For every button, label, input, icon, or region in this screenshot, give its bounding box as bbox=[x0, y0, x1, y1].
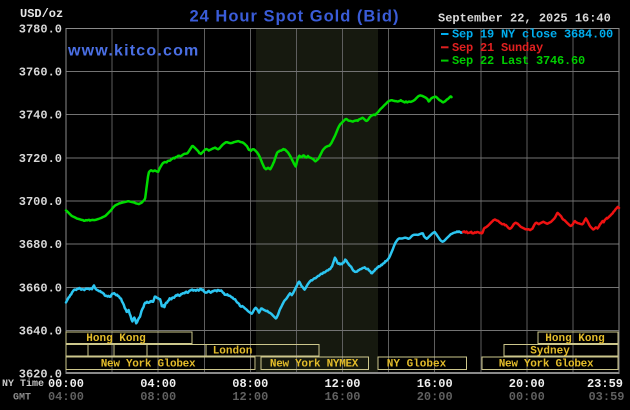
svg-text:USD/oz: USD/oz bbox=[20, 7, 63, 21]
svg-text:Sep 22 Last 3746.60: Sep 22 Last 3746.60 bbox=[452, 54, 585, 68]
svg-text:12:00: 12:00 bbox=[232, 390, 268, 404]
svg-text:3700.0: 3700.0 bbox=[19, 195, 62, 209]
svg-text:04:00: 04:00 bbox=[140, 377, 176, 391]
svg-text:London: London bbox=[213, 346, 253, 358]
svg-text:GMT: GMT bbox=[13, 393, 31, 404]
svg-text:3780.0: 3780.0 bbox=[19, 23, 62, 37]
svg-text:12:00: 12:00 bbox=[324, 377, 360, 391]
svg-text:20:00: 20:00 bbox=[417, 390, 453, 404]
svg-text:September 22, 2025 16:40: September 22, 2025 16:40 bbox=[438, 12, 611, 26]
svg-text:3660.0: 3660.0 bbox=[19, 281, 62, 295]
svg-text:23:59: 23:59 bbox=[587, 377, 623, 391]
svg-text:00:00: 00:00 bbox=[509, 390, 545, 404]
svg-text:3640.0: 3640.0 bbox=[19, 325, 62, 339]
svg-text:New York NYMEX: New York NYMEX bbox=[270, 359, 359, 371]
svg-text:24 Hour Spot Gold (Bid): 24 Hour Spot Gold (Bid) bbox=[190, 8, 400, 26]
svg-text:New York Globex: New York Globex bbox=[101, 359, 196, 371]
svg-text:3680.0: 3680.0 bbox=[19, 238, 62, 252]
svg-text:Hong Kong: Hong Kong bbox=[545, 333, 604, 345]
svg-text:16:00: 16:00 bbox=[417, 377, 453, 391]
svg-text:3740.0: 3740.0 bbox=[19, 109, 62, 123]
svg-text:08:00: 08:00 bbox=[140, 390, 176, 404]
svg-text:3760.0: 3760.0 bbox=[19, 66, 62, 80]
svg-text:08:00: 08:00 bbox=[232, 377, 268, 391]
svg-text:Hong Kong: Hong Kong bbox=[86, 333, 145, 345]
svg-text:00:00: 00:00 bbox=[48, 377, 84, 391]
svg-text:3620.0: 3620.0 bbox=[19, 368, 62, 382]
svg-text:04:00: 04:00 bbox=[48, 390, 84, 404]
svg-text:16:00: 16:00 bbox=[324, 390, 360, 404]
svg-text:Sydney: Sydney bbox=[530, 346, 570, 358]
svg-text:20:00: 20:00 bbox=[509, 377, 545, 391]
svg-text:Sep 21 Sunday: Sep 21 Sunday bbox=[452, 41, 543, 55]
svg-text:Sep 19 NY close 3684.00: Sep 19 NY close 3684.00 bbox=[452, 28, 613, 42]
svg-text:NY Globex: NY Globex bbox=[387, 359, 447, 371]
svg-text:3720.0: 3720.0 bbox=[19, 152, 62, 166]
svg-text:New York Globex: New York Globex bbox=[499, 359, 594, 371]
svg-text:03:59: 03:59 bbox=[588, 390, 624, 404]
svg-text:NY Time: NY Time bbox=[2, 378, 44, 390]
svg-text:www.kitco.com: www.kitco.com bbox=[67, 43, 199, 60]
